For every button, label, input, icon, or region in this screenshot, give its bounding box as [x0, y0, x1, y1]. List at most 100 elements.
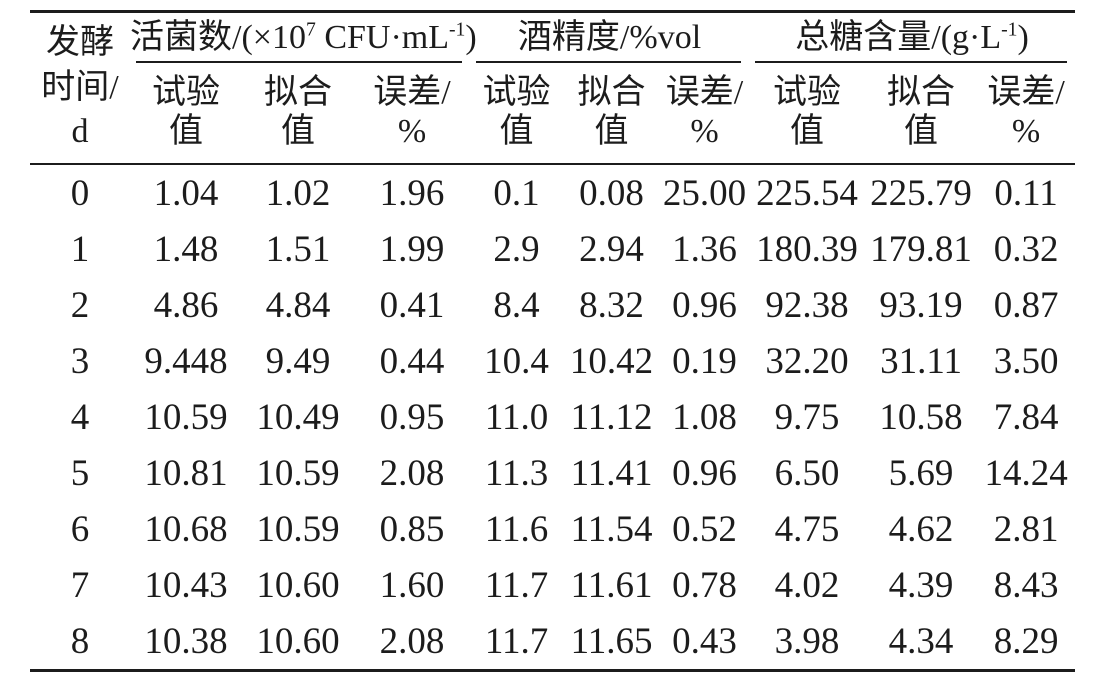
- table-row: 5 10.81 10.59 2.08 11.3 11.41 0.96 6.50 5.69 14.2…: [30, 445, 1075, 501]
- value-cell: 10.59: [256, 452, 340, 494]
- value-cell: 4.39: [888, 564, 954, 606]
- value-cell: 4.34: [888, 620, 954, 662]
- fermentation-time-cell: 0: [70, 172, 90, 214]
- value-cell: 10.68: [144, 508, 228, 550]
- value-cell: 93.19: [879, 284, 963, 326]
- table-row: 3 9.448 9.49 0.44 10.4 10.42 0.19 32.20 31.11 3.5…: [30, 333, 1075, 389]
- value-cell: 0.08: [579, 172, 644, 214]
- value-cell: 4.86: [153, 284, 219, 326]
- value-cell: 1.04: [153, 172, 219, 214]
- value-cell: 4.02: [774, 564, 840, 606]
- value-cell: 32.20: [765, 340, 849, 382]
- value-cell: 1.96: [379, 172, 445, 214]
- header-group-total-sugar: 总糖含量/(g·L-1): [749, 12, 1075, 64]
- header-fitted-value: 拟合 值: [563, 63, 661, 165]
- table-header: 发酵 时间/ d 活菌数/(×107 CFU·mL-1) 酒精度/%vol 总糖…: [30, 11, 1076, 165]
- fermentation-time-cell: 7: [70, 564, 90, 606]
- header-test-value: 试验 值: [470, 63, 564, 165]
- value-cell: 11.61: [570, 564, 653, 606]
- value-cell: 9.75: [774, 396, 840, 438]
- value-cell: 9.49: [265, 340, 331, 382]
- value-cell: 1.08: [672, 396, 737, 438]
- fermentation-time-cell: 3: [70, 340, 90, 382]
- value-cell: 0.43: [672, 620, 737, 662]
- value-cell: 1.51: [265, 228, 331, 270]
- value-cell: 0.87: [993, 284, 1059, 326]
- value-cell: 10.60: [256, 564, 340, 606]
- value-cell: 8.4: [493, 284, 540, 326]
- value-cell: 11.12: [570, 396, 653, 438]
- header-group-viable-count: 活菌数/(×107 CFU·mL-1): [130, 12, 477, 64]
- sub-header-row: 试验 值 拟合 值 误差/ % 试验 值 拟合 值 误差/ % 试验 值 拟合 …: [30, 63, 1076, 165]
- value-cell: 0.78: [672, 564, 737, 606]
- value-cell: 25.00: [662, 172, 747, 214]
- value-cell: 7.84: [993, 396, 1059, 438]
- value-cell: 8.32: [579, 284, 644, 326]
- value-cell: 0.19: [672, 340, 737, 382]
- table-row: 6 10.68 10.59 0.85 11.6 11.54 0.52 4.75 4.62 2.81: [30, 501, 1075, 557]
- table-row: 4 10.59 10.49 0.95 11.0 11.12 1.08 9.75 10.58 7.8…: [30, 389, 1075, 445]
- value-cell: 10.4: [484, 340, 549, 382]
- value-cell: 2.08: [379, 620, 445, 662]
- value-cell: 9.448: [144, 340, 228, 382]
- table-row: 2 4.86 4.84 0.41 8.4 8.32 0.96 92.38 93.19 0.87: [30, 277, 1075, 333]
- viable-count-title: 活菌数/(×107 CFU·mL-1): [130, 18, 477, 56]
- value-cell: 10.60: [256, 620, 340, 662]
- value-cell: 11.41: [570, 452, 653, 494]
- value-cell: 31.11: [880, 340, 962, 382]
- value-cell: 0.96: [672, 452, 737, 494]
- value-cell: 1.36: [672, 228, 737, 270]
- header-fitted-value: 拟合 值: [242, 63, 354, 165]
- value-cell: 0.41: [379, 284, 445, 326]
- value-cell: 0.95: [379, 396, 445, 438]
- value-cell: 1.99: [379, 228, 445, 270]
- fermentation-time-cell: 6: [70, 508, 90, 550]
- value-cell: 11.54: [570, 508, 653, 550]
- value-cell: 2.08: [379, 452, 445, 494]
- value-cell: 11.0: [484, 396, 549, 438]
- value-cell: 225.79: [870, 172, 972, 214]
- value-cell: 180.39: [756, 228, 858, 270]
- value-cell: 8.29: [993, 620, 1059, 662]
- header-error-percent: 误差/ %: [977, 63, 1076, 165]
- table-body: 0 1.04 1.02 1.96 0.1 0.08 25.00 225.54 225.79 0.1…: [30, 164, 1075, 671]
- value-cell: 2.81: [993, 508, 1059, 550]
- value-cell: 3.50: [993, 340, 1059, 382]
- header-fitted-value: 拟合 值: [865, 63, 978, 165]
- fermentation-time-cell: 8: [70, 620, 90, 662]
- value-cell: 4.84: [265, 284, 331, 326]
- value-cell: 6.50: [774, 452, 840, 494]
- group-header-row: 发酵 时间/ d 活菌数/(×107 CFU·mL-1) 酒精度/%vol 总糖…: [30, 11, 1075, 165]
- value-cell: 4.62: [888, 508, 954, 550]
- value-cell: 5.69: [888, 452, 954, 494]
- fermentation-time-cell: 1: [70, 228, 90, 270]
- value-cell: 11.6: [484, 508, 549, 550]
- value-cell: 225.54: [756, 172, 858, 214]
- value-cell: 10.59: [256, 508, 340, 550]
- value-cell: 11.3: [484, 452, 549, 494]
- superscript-exponent: 7: [305, 18, 316, 41]
- value-cell: 10.81: [144, 452, 228, 494]
- value-cell: 0.44: [379, 340, 445, 382]
- value-cell: 11.65: [570, 620, 653, 662]
- value-cell: 2.94: [579, 228, 644, 270]
- value-cell: 2.9: [493, 228, 540, 270]
- fermentation-time-cell: 2: [70, 284, 90, 326]
- value-cell: 1.60: [379, 564, 445, 606]
- value-cell: 92.38: [765, 284, 849, 326]
- value-cell: 1.02: [265, 172, 331, 214]
- value-cell: 0.32: [993, 228, 1059, 270]
- fermentation-time-cell: 5: [70, 452, 90, 494]
- fermentation-time-cell: 4: [70, 396, 90, 438]
- total-sugar-title: 总糖含量/(g·L-1): [795, 18, 1029, 56]
- value-cell: 10.42: [569, 340, 654, 382]
- value-cell: 10.49: [256, 396, 340, 438]
- header-fermentation-time: 发酵 时间/ d: [30, 11, 130, 165]
- value-cell: 10.43: [144, 564, 228, 606]
- table-row: 7 10.43 10.60 1.60 11.7 11.61 0.78 4.02 4.39 8.43: [30, 557, 1075, 613]
- value-cell: 3.98: [774, 620, 840, 662]
- value-cell: 10.38: [144, 620, 228, 662]
- value-cell: 179.81: [870, 228, 972, 270]
- value-cell: 10.59: [144, 396, 228, 438]
